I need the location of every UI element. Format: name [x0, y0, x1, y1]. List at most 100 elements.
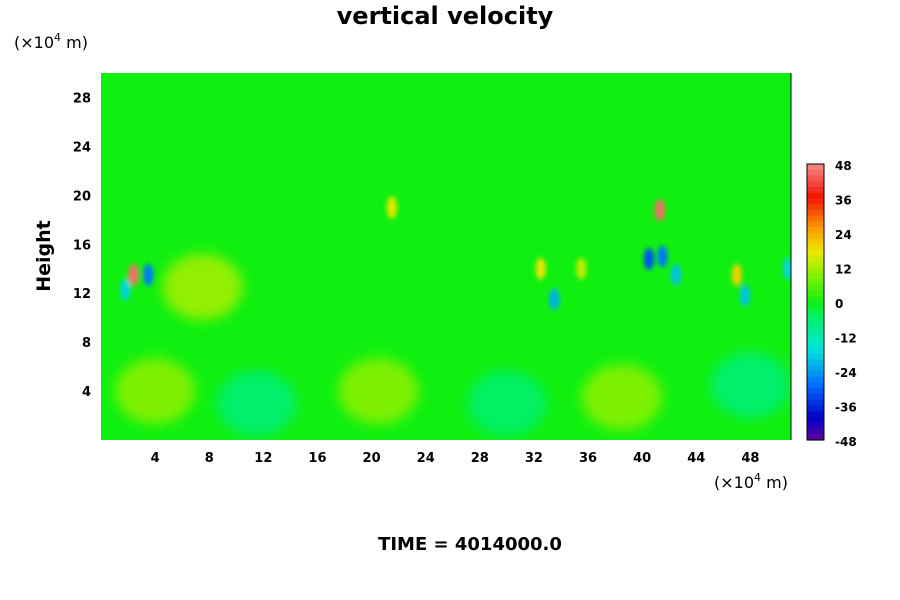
x-tick-label-28: 28: [471, 451, 489, 466]
y-tick-label-16: 16: [73, 238, 91, 253]
y-tick-label-24: 24: [73, 140, 91, 155]
y-axis-label: Height: [33, 220, 55, 292]
colorbar-label-36: 36: [835, 194, 852, 208]
colorbar-segment-0: [807, 164, 824, 171]
field-feature-19: [576, 257, 587, 280]
colorbar: [806, 163, 825, 441]
x-tick-label-32: 32: [525, 451, 543, 466]
colorbar-segment-30: [807, 336, 824, 343]
colorbar-segment-39: [807, 388, 824, 395]
colorbar-labels: 48 36 24 12 0 -12 -24 -36 -48: [835, 159, 857, 449]
colorbar-label-24: 24: [835, 228, 852, 242]
colorbar-segment-40: [807, 394, 824, 401]
colorbar-segment-10: [807, 221, 824, 228]
field-feature-11: [654, 199, 665, 222]
colorbar-label-12: 12: [835, 263, 852, 277]
y-tick-label-28: 28: [73, 91, 91, 106]
heatmap-soft-layer: [115, 254, 791, 437]
y-tick-label-20: 20: [73, 189, 91, 204]
x-axis-ticks: 4 8 12 16 20 24 28 32 36 40 44 48: [151, 451, 760, 466]
field-feature-15: [731, 263, 742, 286]
colorbar-segment-11: [807, 227, 824, 234]
colorbar-segment-32: [807, 348, 824, 355]
y-axis-ticks: 4 8 12 16 20 24 28: [73, 91, 91, 400]
field-feature-5: [710, 351, 791, 418]
colorbar-segment-46: [807, 428, 824, 435]
heatmap-sharp-layer: [120, 196, 791, 311]
colorbar-segment-19: [807, 273, 824, 280]
colorbar-segment-36: [807, 371, 824, 378]
colorbar-segment-4: [807, 187, 824, 194]
x-tick-label-4: 4: [151, 451, 160, 466]
colorbar-segment-41: [807, 399, 824, 407]
colorbar-segment-1: [807, 169, 824, 177]
colorbar-frame: [806, 163, 825, 441]
field-feature-6: [128, 263, 139, 286]
field-feature-4: [466, 370, 547, 437]
colorbar-segment-34: [807, 359, 824, 366]
time-label: TIME = 4014000.0: [378, 534, 562, 555]
colorbar-label-48: 48: [835, 159, 852, 173]
field-feature-12: [643, 247, 654, 270]
field-feature-9: [386, 196, 397, 219]
x-tick-label-12: 12: [254, 451, 272, 466]
colorbar-segment-23: [807, 296, 824, 303]
colorbar-segment-9: [807, 215, 824, 223]
colorbar-label--12: -12: [835, 332, 857, 346]
y-tick-label-12: 12: [73, 287, 91, 302]
field-feature-0: [115, 358, 196, 425]
field-feature-13: [657, 245, 668, 268]
y-tick-label-4: 4: [82, 385, 91, 400]
colorbar-segment-6: [807, 198, 824, 205]
field-feature-14: [671, 263, 681, 286]
colorbar-label-0: 0: [835, 297, 843, 311]
heatmap-field: [101, 73, 791, 440]
colorbar-segment-44: [807, 417, 824, 424]
colorbar-segment-25: [807, 307, 824, 315]
colorbar-segment-13: [807, 238, 824, 246]
colorbar-segment-2: [807, 175, 824, 182]
colorbar-segment-14: [807, 244, 824, 251]
x-tick-label-36: 36: [579, 451, 597, 466]
colorbar-segment-31: [807, 342, 824, 349]
colorbar-segment-45: [807, 422, 824, 430]
field-feature-7: [143, 263, 154, 286]
colorbar-segment-38: [807, 382, 824, 389]
field-feature-3: [216, 370, 297, 437]
colorbar-segment-43: [807, 411, 824, 418]
colorbar-segment-3: [807, 181, 824, 188]
colorbar-segment-33: [807, 353, 824, 361]
chart-title: vertical velocity: [337, 2, 554, 30]
y-axis-units: (×104 m): [14, 31, 88, 52]
y-tick-label-8: 8: [82, 336, 91, 351]
field-feature-8: [120, 278, 131, 301]
field-feature-20: [162, 254, 243, 321]
field-feature-17: [783, 257, 791, 280]
x-tick-label-40: 40: [633, 451, 651, 466]
colorbar-segment-29: [807, 330, 824, 338]
colorbar-segment-16: [807, 256, 824, 263]
colorbar-segment-15: [807, 250, 824, 257]
colorbar-segment-21: [807, 284, 824, 292]
colorbar-segment-42: [807, 405, 824, 412]
colorbar-label--48: -48: [835, 435, 857, 449]
field-feature-16: [740, 284, 750, 307]
field-feature-18: [535, 257, 546, 280]
colorbar-segment-7: [807, 204, 824, 211]
x-tick-label-48: 48: [741, 451, 759, 466]
x-tick-label-8: 8: [205, 451, 214, 466]
colorbar-segment-12: [807, 233, 824, 240]
colorbar-segment-20: [807, 279, 824, 286]
colorbar-segment-22: [807, 290, 824, 297]
colorbar-label--24: -24: [835, 366, 857, 380]
colorbar-segment-5: [807, 192, 824, 200]
colorbar-segment-24: [807, 302, 824, 309]
field-feature-2: [581, 364, 662, 431]
colorbar-segment-47: [807, 434, 824, 441]
colorbar-segment-18: [807, 267, 824, 274]
x-tick-label-20: 20: [363, 451, 381, 466]
colorbar-segment-28: [807, 325, 824, 332]
x-tick-label-16: 16: [308, 451, 326, 466]
colorbar-segment-37: [807, 376, 824, 384]
